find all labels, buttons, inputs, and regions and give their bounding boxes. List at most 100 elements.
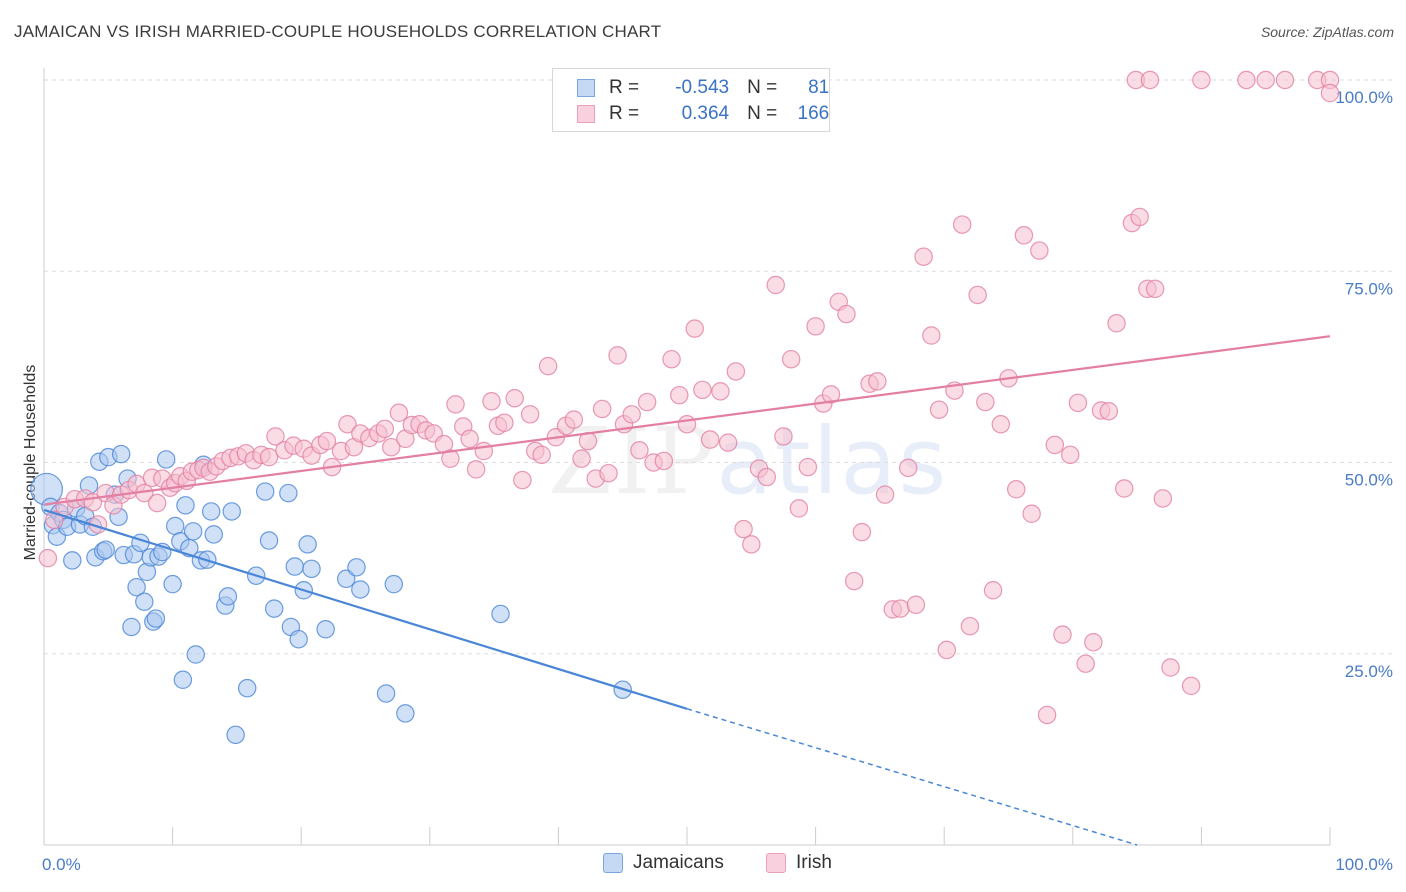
point-irish [968,285,987,305]
r-value: -0.543 [675,77,730,98]
point-irish [482,392,501,411]
n-label: N = [747,103,778,124]
point-irish [766,275,785,295]
point-irish [654,451,674,471]
legend-item-jamaicans[interactable]: Jamaicans [603,852,724,874]
point-irish [513,470,532,490]
n-label: N = [747,77,778,98]
r-label: R = [609,77,640,98]
point-irish [1320,83,1340,103]
point-irish [868,372,887,391]
point-irish [1181,676,1201,696]
y-tick-label: 100.0% [1335,88,1393,107]
point-irish [1130,207,1149,227]
point-jamaicans [122,617,141,637]
point-irish [259,447,279,467]
point-irish [38,548,58,568]
series-legend: Jamaicans Irish [0,852,1406,878]
point-jamaicans [165,516,185,536]
point-jamaicans [146,609,166,628]
point-irish [1099,402,1119,421]
point-irish [1030,241,1049,260]
y-tick-label: 75.0% [1345,279,1393,298]
point-jamaicans [176,496,195,515]
point-irish [806,317,825,336]
point-jamaicans [279,483,298,503]
point-jamaicans [376,684,396,703]
point-irish [983,581,1003,600]
x-tick-label: 100.0% [1335,855,1393,874]
point-irish [937,640,957,660]
point-irish [1161,658,1180,677]
point-jamaicans [302,559,321,579]
trendline-irish [43,335,1331,506]
point-jamaicans [111,444,131,464]
point-irish [564,410,584,429]
point-jamaicans [289,629,308,649]
point-irish [662,349,681,369]
point-irish [798,457,818,477]
point-jamaicans [285,557,305,576]
point-jamaicans [255,482,275,501]
point-irish [1140,70,1160,90]
point-irish [711,382,730,401]
point-irish [1275,70,1295,90]
point-irish [875,485,895,504]
x-tick-label: 0.0% [42,855,81,874]
r-value: 0.364 [681,103,730,124]
source-credit: Source: ZipAtlas.com [1260,24,1394,40]
point-jamaicans [135,592,154,611]
point-irish [147,493,167,513]
point-jamaicans [173,670,193,689]
point-jamaicans [491,604,510,624]
point-irish [677,415,697,434]
point-irish [844,571,864,591]
legend-label-irish: Irish [796,852,832,873]
point-irish [1006,480,1026,499]
point-irish [700,430,720,449]
stats-legend-row-irish: R = 0.364 N = 166 [577,101,829,127]
point-irish [375,419,395,439]
point-irish [742,535,761,554]
point-jamaicans [384,574,404,594]
point-irish [1076,654,1095,673]
point-irish [338,415,357,434]
point-irish [1107,314,1126,333]
y-tick-label: 25.0% [1345,662,1393,681]
point-jamaicans [264,599,284,618]
legend-item-irish[interactable]: Irish [766,852,832,874]
n-value: 81 [808,77,830,98]
point-jamaicans [183,522,203,541]
point-irish [757,467,776,487]
point-irish [960,616,980,636]
point-irish [474,441,494,461]
r-label: R = [609,103,640,124]
point-irish [952,215,972,234]
point-jamaicans [127,577,146,597]
point-jamaicans [222,502,241,521]
point-irish [317,431,337,451]
point-irish [922,326,941,345]
point-irish [1037,705,1057,725]
point-irish [670,385,689,405]
point-irish [505,388,524,408]
point-jamaicans [316,620,335,639]
point-irish [630,441,649,460]
point-irish [1053,625,1072,644]
point-irish [1256,70,1275,90]
legend-swatch-jamaicans [603,853,623,873]
point-irish [466,460,486,479]
point-irish [538,356,558,376]
point-irish [520,405,540,424]
point-irish [991,415,1011,434]
point-jamaicans [156,450,176,469]
point-jamaicans [96,540,115,559]
stats-swatch-jamaicans [577,79,595,97]
point-irish [592,399,612,419]
point-irish [852,522,872,542]
point-irish [693,380,712,400]
point-irish [637,392,657,412]
point-irish [1022,504,1041,523]
point-irish [1068,393,1088,413]
point-irish [929,400,949,419]
